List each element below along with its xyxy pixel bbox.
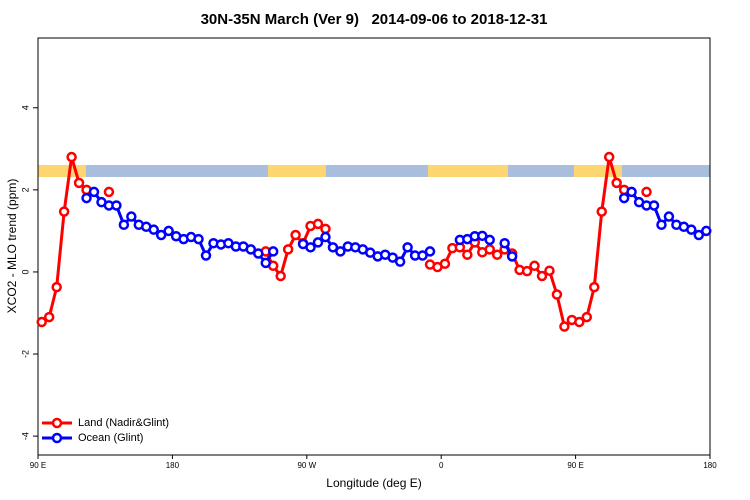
data-point: [574, 316, 585, 328]
y-tick-label: 0: [20, 269, 30, 274]
y-tick-label: 4: [20, 105, 30, 110]
x-tick-label: 90 E: [30, 461, 46, 470]
data-point: [402, 242, 413, 253]
data-point: [155, 229, 167, 241]
series-line: [42, 157, 647, 327]
data-point: [73, 177, 85, 189]
data-point: [260, 257, 271, 269]
data-point: [335, 246, 346, 257]
data-point: [163, 225, 174, 237]
data-point: [529, 260, 540, 272]
data-point: [290, 229, 301, 241]
y-axis-label: XCO2 - MLO trend (ppm): [5, 179, 19, 314]
x-axis-label: Longitude (deg E): [326, 476, 421, 490]
legend-label: Land (Nadir&Glint): [78, 417, 169, 429]
data-point: [118, 219, 130, 230]
data-point: [521, 265, 533, 277]
land-band: [38, 165, 86, 177]
data-point: [648, 200, 660, 211]
data-point: [581, 311, 593, 323]
data-point: [559, 321, 570, 332]
x-tick-label: 180: [166, 461, 180, 470]
land-band: [574, 165, 622, 177]
data-point: [193, 233, 204, 245]
data-point: [596, 206, 607, 217]
x-tick-label: 0: [439, 461, 444, 470]
data-point: [111, 200, 122, 211]
data-point: [36, 316, 47, 328]
data-point: [693, 229, 705, 241]
data-point: [656, 219, 667, 230]
data-point: [589, 281, 600, 293]
ocean-band: [38, 165, 710, 177]
data-point: [618, 192, 630, 204]
data-point: [387, 252, 398, 263]
data-point: [462, 249, 473, 260]
data-point: [327, 242, 339, 253]
data-point: [245, 244, 257, 255]
data-point: [611, 177, 622, 189]
legend-label: Ocean (Glint): [78, 432, 143, 444]
data-point: [66, 151, 77, 163]
plot-frame: [37, 37, 711, 456]
data-point: [484, 234, 495, 246]
x-tick-label: 180: [703, 461, 717, 470]
x-tick-label: 90 E: [567, 461, 583, 470]
data-point: [536, 270, 548, 282]
data-point: [499, 237, 510, 249]
data-point: [663, 211, 675, 222]
data-point: [43, 311, 55, 323]
data-point: [603, 151, 615, 163]
data-point: [641, 186, 652, 198]
legend-marker: [51, 417, 63, 429]
data-point: [506, 251, 518, 262]
land-band: [428, 165, 508, 177]
data-point: [320, 231, 331, 243]
data-point: [275, 270, 286, 282]
y-tick-label: 2: [20, 187, 30, 192]
data-point: [282, 244, 294, 255]
land-ocean-band: [38, 165, 710, 177]
y-tick-label: -2: [20, 350, 30, 358]
data-point: [484, 244, 495, 255]
data-point: [686, 224, 697, 235]
land-band: [268, 165, 326, 177]
data-point: [417, 250, 428, 261]
data-point: [51, 281, 62, 293]
chart-title: 30N-35N March (Ver 9) 2014-09-06 to 2018…: [201, 11, 548, 28]
x-tick-label: 90 W: [297, 461, 316, 470]
data-point: [626, 186, 637, 198]
series-line: [85, 189, 707, 266]
data-point: [544, 265, 555, 276]
data-point: [394, 256, 406, 267]
data-point: [424, 246, 436, 257]
data-point: [81, 192, 92, 204]
data-point: [320, 223, 331, 235]
legend-marker: [51, 432, 63, 444]
data-point: [58, 206, 70, 217]
data-point: [439, 258, 451, 269]
data-point: [312, 218, 324, 230]
data-point: [312, 237, 324, 248]
data-point: [305, 242, 316, 253]
data-point: [200, 250, 212, 261]
data-point: [126, 211, 137, 222]
data-point: [701, 225, 712, 237]
data-point: [477, 230, 488, 242]
y-tick-label: -4: [20, 432, 30, 440]
data-point: [267, 246, 279, 257]
data-point: [491, 249, 503, 260]
data-point: [103, 186, 115, 198]
data-point: [253, 248, 264, 259]
data-point: [88, 186, 100, 198]
data-point: [551, 289, 563, 300]
data-point: [148, 224, 159, 235]
